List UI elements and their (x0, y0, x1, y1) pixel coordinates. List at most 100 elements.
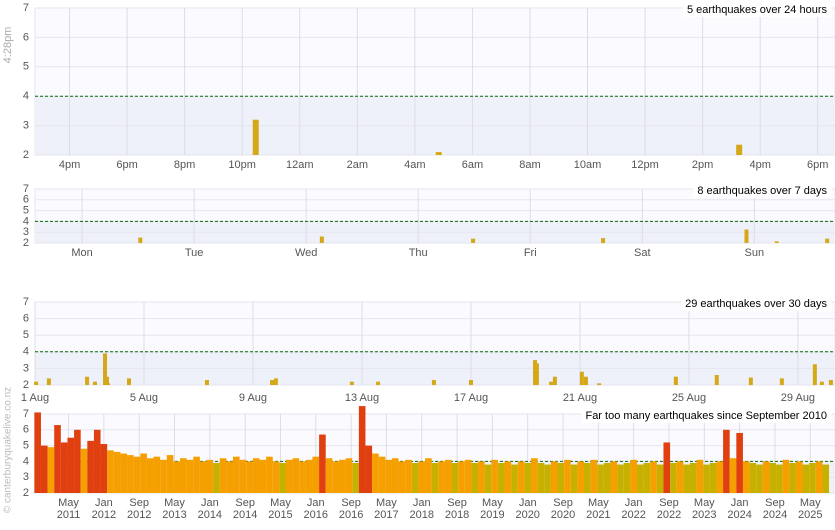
bar (683, 464, 690, 493)
bar (47, 447, 55, 493)
x-tick-label: 10pm (228, 159, 256, 171)
bar (468, 380, 473, 385)
bar (779, 378, 784, 385)
bar (534, 363, 539, 385)
bar (106, 383, 111, 385)
x-tick-label: Thu (409, 247, 428, 259)
bar (819, 381, 824, 385)
x-tick-label: May 2019 (480, 497, 505, 521)
chart-title: Far too many earthquakes since September… (585, 410, 827, 422)
x-tick-label: May 2025 (798, 497, 823, 521)
x-tick-label: Jan 2020 (515, 497, 540, 521)
y-tick-label: 2 (23, 149, 29, 161)
x-tick-label: Jan 2018 (409, 497, 434, 521)
bar (138, 237, 143, 243)
bar (769, 462, 777, 493)
bar (319, 434, 326, 493)
bar (279, 462, 286, 493)
x-tick-label: Sep 2012 (126, 497, 152, 521)
x-tick-label: May 2017 (374, 497, 399, 521)
bar (92, 381, 97, 385)
bar (332, 461, 339, 493)
bar (524, 462, 532, 493)
x-tick-label: 12am (286, 159, 314, 171)
x-tick-label: May 2013 (162, 497, 187, 521)
bar (756, 464, 763, 493)
x-tick-label: 13 Aug (345, 392, 379, 404)
x-tick-label: 21 Aug (563, 392, 597, 404)
x-tick-label: 6am (462, 159, 483, 171)
bar (133, 456, 141, 493)
x-tick-label: 6pm (807, 159, 828, 171)
bar (140, 453, 147, 493)
bar (815, 461, 823, 493)
bar (160, 459, 167, 493)
y-tick-label: 2 (23, 237, 29, 249)
bar (597, 464, 604, 493)
bar (451, 462, 459, 493)
x-tick-label: May 2021 (586, 497, 611, 521)
bar (736, 144, 743, 155)
bar (34, 412, 41, 493)
bar (259, 459, 267, 493)
bar (285, 459, 293, 493)
bar (723, 429, 730, 493)
x-tick-label: Sep 2020 (550, 497, 576, 521)
y-tick-label: 7 (23, 183, 29, 195)
title-background (682, 2, 832, 17)
bar (673, 376, 678, 385)
bar (517, 461, 525, 493)
y-tick-label: 5 (23, 205, 29, 217)
bar (272, 461, 280, 493)
bar (601, 238, 606, 243)
bar (352, 462, 359, 493)
x-tick-label: Sep 2014 (232, 497, 258, 521)
bar (80, 448, 88, 493)
y-tick-label: 5 (23, 440, 29, 452)
x-tick-label: 6pm (116, 159, 137, 171)
bar (636, 464, 644, 493)
title-background (581, 408, 831, 423)
bar (349, 381, 354, 385)
bar (478, 461, 485, 493)
x-tick-label: Tue (185, 247, 204, 259)
bar (127, 378, 132, 385)
bar (689, 462, 697, 493)
bar (511, 464, 518, 493)
bar (180, 458, 187, 493)
bar (199, 461, 207, 493)
bar (418, 461, 426, 493)
x-tick-label: 4pm (749, 159, 770, 171)
bar (802, 464, 810, 493)
bar (127, 455, 134, 493)
bar (822, 464, 830, 493)
y-tick-label: 4 (23, 346, 29, 358)
bar (319, 236, 324, 243)
x-tick-label: 17 Aug (454, 392, 488, 404)
bar (312, 456, 320, 493)
bar (703, 464, 710, 493)
x-tick-label: Sep 2016 (338, 497, 364, 521)
bar (325, 458, 333, 493)
chart-title: 8 earthquakes over 7 days (697, 185, 827, 197)
bar (782, 459, 790, 493)
bar (226, 461, 234, 493)
x-tick-label: Jan 2022 (621, 497, 646, 521)
bar (590, 459, 598, 493)
bar (60, 442, 68, 493)
x-tick-label: 2pm (692, 159, 713, 171)
bar (663, 442, 671, 493)
bar (376, 381, 381, 385)
x-tick-label: May 2011 (56, 497, 81, 521)
bar (709, 462, 717, 493)
bar (749, 462, 757, 493)
bar (744, 229, 749, 243)
bar (246, 461, 253, 493)
bar (776, 464, 783, 493)
x-tick-label: 1 Aug (21, 392, 49, 404)
bar (67, 437, 75, 493)
bar (584, 462, 591, 493)
bar (812, 364, 817, 385)
bar (550, 461, 558, 493)
bar (748, 377, 753, 385)
